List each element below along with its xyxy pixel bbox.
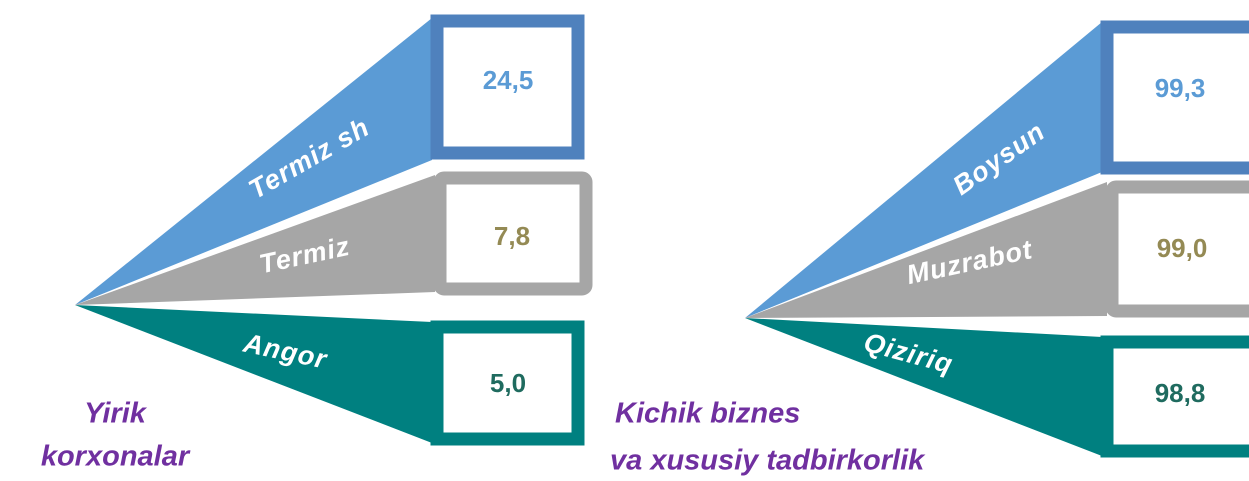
value-box (430, 14, 585, 160)
item-value: 99,0 (1157, 233, 1208, 263)
group-title: korxonalar (41, 441, 191, 473)
value-box (1105, 180, 1249, 318)
group-title: va xususiy tadbirkorlik (610, 445, 926, 477)
item-value: 7,8 (494, 221, 530, 251)
wedge (75, 175, 435, 305)
value-box (433, 171, 593, 296)
item-value: 24,5 (483, 65, 534, 95)
wedge (745, 22, 1102, 318)
value-box (430, 320, 585, 446)
group-title: Yirik (84, 398, 148, 430)
wedge (745, 318, 1102, 456)
value-box (1100, 335, 1249, 458)
item-value: 99,3 (1155, 73, 1206, 103)
item-value: 5,0 (490, 368, 526, 398)
wedge (75, 18, 432, 305)
wedge (75, 305, 432, 443)
wedge (745, 182, 1107, 318)
group-title: Kichik biznes (615, 398, 800, 430)
item-value: 98,8 (1155, 378, 1206, 408)
value-box (1100, 20, 1249, 175)
